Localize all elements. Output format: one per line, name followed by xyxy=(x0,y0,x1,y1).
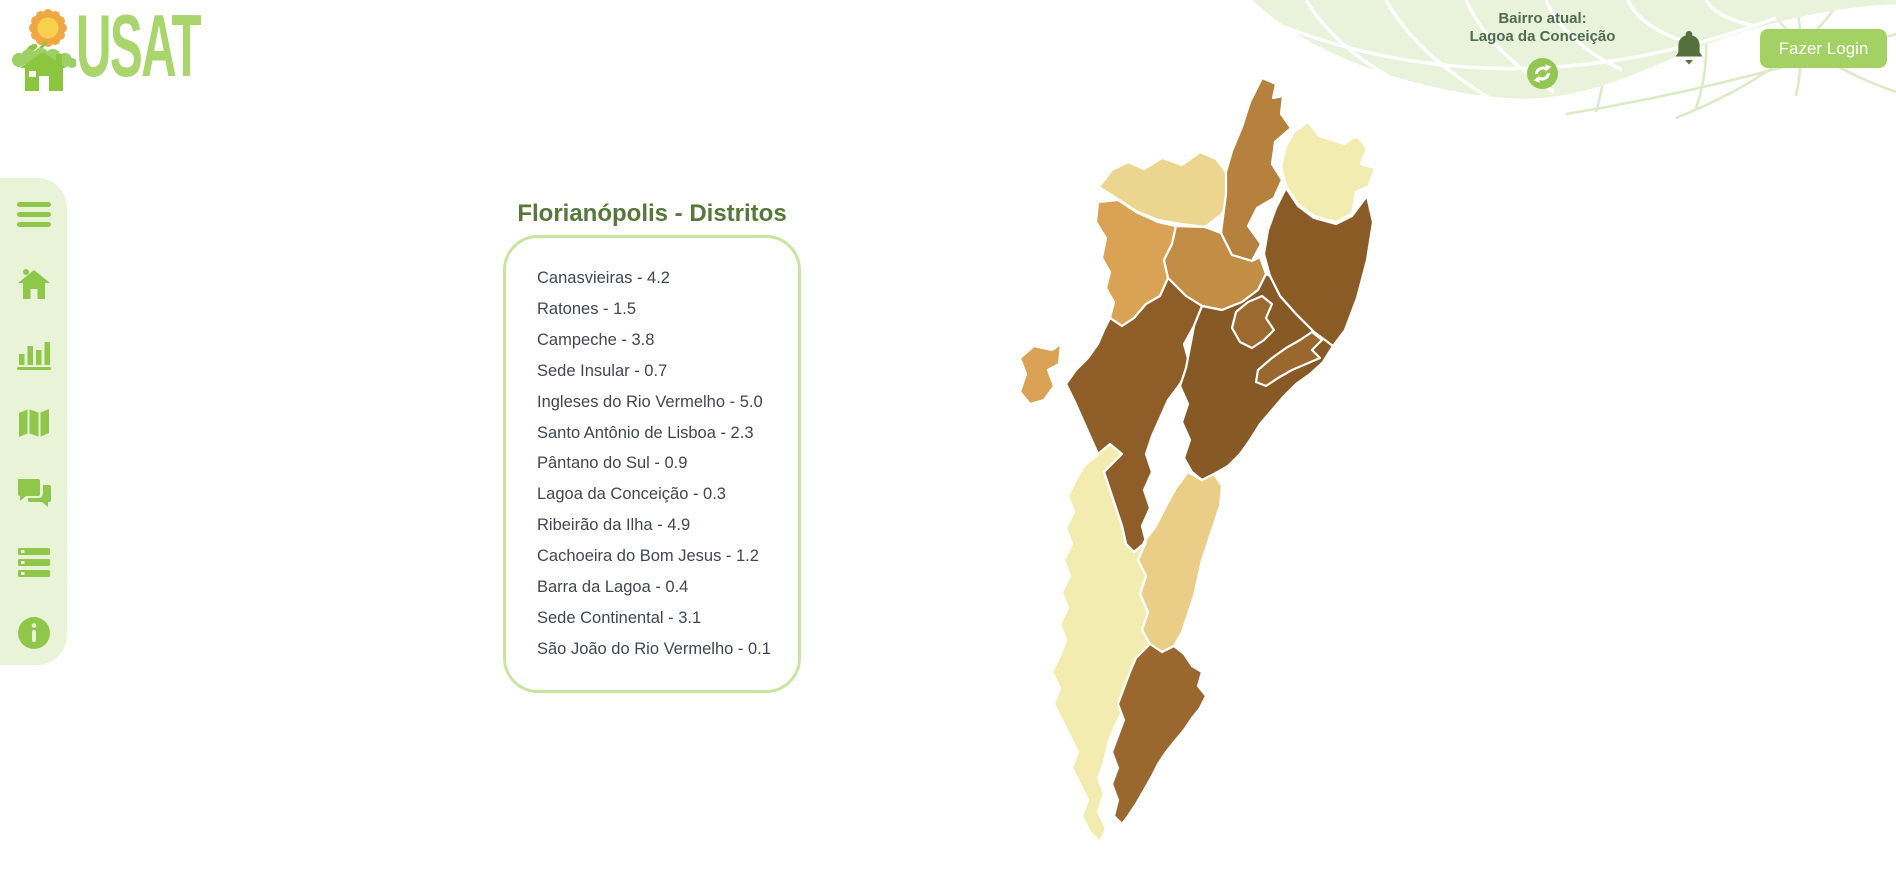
district-list-item: Ribeirão da Ilha - 4.9 xyxy=(537,516,691,535)
district-region-sede-continental[interactable] xyxy=(1018,342,1063,406)
current-neighborhood: Bairro atual: Lagoa da Conceição xyxy=(1460,10,1625,46)
district-region-campeche[interactable] xyxy=(1136,470,1224,654)
page-title: Florianópolis - Distritos xyxy=(517,200,787,227)
district-list-item: Campeche - 3.8 xyxy=(537,330,655,349)
district-list-item: Lagoa da Conceição - 0.3 xyxy=(537,485,726,504)
districts-list: Canasvieiras - 4.2 Ratones - 1.5 Campeche … xyxy=(537,263,788,665)
districts-card: Canasvieiras - 4.2 Ratones - 1.5 Campeche … xyxy=(503,235,801,693)
district-region-sede-insular[interactable] xyxy=(1064,276,1204,554)
bar-chart-icon[interactable] xyxy=(16,337,52,371)
district-region-costa-da-lagoa[interactable] xyxy=(1230,294,1276,350)
district-region-ingleses-do-rio-vermelho[interactable] xyxy=(1279,120,1377,224)
sync-icon[interactable] xyxy=(1527,58,1558,89)
district-list-item: Santo Antônio de Lisboa - 2.3 xyxy=(537,423,754,442)
sunflower-logo-icon xyxy=(12,9,76,91)
menu-icon[interactable] xyxy=(16,197,52,231)
district-region-ribeirao-da-ilha[interactable] xyxy=(1110,642,1208,826)
home-icon[interactable] xyxy=(16,267,52,301)
district-list-item: Pântano do Sul - 0.9 xyxy=(537,454,688,473)
bairro-label: Bairro atual: xyxy=(1498,10,1587,27)
district-list-item: Barra da Lagoa - 0.4 xyxy=(537,578,689,597)
district-list-item: Ingleses do Rio Vermelho - 5.0 xyxy=(537,392,763,411)
district-region-cachoeira-do-bom-jesus[interactable] xyxy=(1219,76,1293,263)
district-list-item: São João do Rio Vermelho - 0.1 xyxy=(537,639,771,658)
district-region-barra-da-lagoa[interactable] xyxy=(1254,330,1324,388)
district-list-item: Cachoeira do Bom Jesus - 1.2 xyxy=(537,547,759,566)
district-list-item: Canasvieiras - 4.2 xyxy=(537,269,670,287)
chat-icon[interactable] xyxy=(16,476,52,510)
districts-panel: Florianópolis - Distritos Canasvieiras -… xyxy=(503,200,801,693)
district-list-item: Sede Continental - 3.1 xyxy=(537,608,702,627)
app-logo[interactable]: USAT xyxy=(12,0,297,95)
florianopolis-map xyxy=(1018,76,1377,844)
logo-text: USAT xyxy=(76,0,201,95)
bell-icon[interactable] xyxy=(1674,31,1704,68)
bairro-value: Lagoa da Conceição xyxy=(1469,28,1616,45)
info-icon[interactable] xyxy=(16,616,52,650)
district-list-item: Sede Insular - 0.7 xyxy=(537,361,668,380)
list-icon[interactable] xyxy=(16,546,52,580)
map-icon[interactable] xyxy=(16,406,52,440)
sidebar xyxy=(0,178,67,665)
district-list-item: Ratones - 1.5 xyxy=(537,299,637,318)
district-region-sao-joao-do-rio-vermelho[interactable] xyxy=(1262,186,1375,348)
login-button[interactable]: Fazer Login xyxy=(1760,29,1887,68)
district-region-pantano-do-sul[interactable] xyxy=(1050,442,1152,844)
